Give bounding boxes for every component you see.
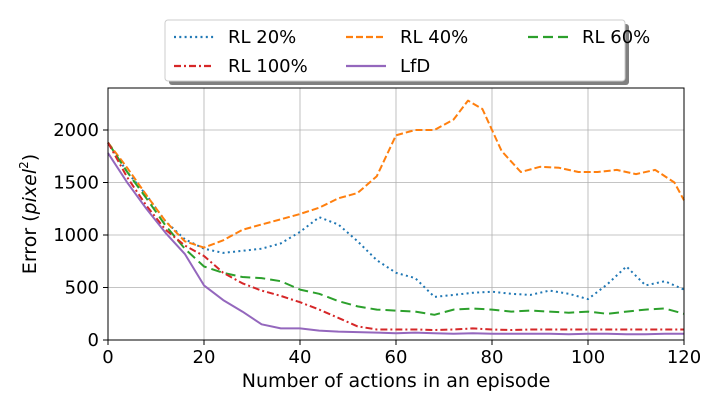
x-tick-label: 0: [102, 347, 113, 368]
legend-label: LfD: [400, 56, 430, 77]
x-tick-label: 60: [385, 347, 408, 368]
y-axis-label: Error (pixel2): [17, 154, 41, 274]
x-tick-label: 80: [481, 347, 504, 368]
axis-ticks: 0 20 40 60 80 100 120 0 500 1000 1500 2000: [53, 120, 701, 368]
y-tick-label: 1500: [53, 173, 99, 194]
legend: RL 20% RL 40% RL 60% RL 100% LfD: [164, 19, 650, 85]
series-line-rl-20: [107, 142, 685, 301]
y-tick-label: 2000: [53, 120, 99, 141]
x-tick-label: 120: [667, 347, 701, 368]
y-tick-label: 500: [65, 278, 99, 299]
series-line-lfd: [107, 152, 684, 336]
x-tick-label: 20: [193, 347, 216, 368]
series-line-rl-40: [107, 99, 685, 249]
series-line-rl-100: [107, 142, 684, 331]
legend-label: RL 20%: [228, 27, 296, 48]
legend-label: RL 40%: [400, 27, 468, 48]
x-tick-label: 40: [289, 347, 312, 368]
y-tick-label: 0: [88, 330, 99, 351]
series-line-rl-60: [107, 142, 685, 316]
grid: [107, 88, 685, 341]
series-lines: [107, 99, 685, 336]
legend-label: RL 60%: [582, 27, 650, 48]
legend-label: RL 100%: [228, 56, 308, 77]
legend-box: [164, 19, 626, 82]
x-axis-label: Number of actions in an episode: [242, 370, 551, 392]
x-tick-label: 100: [571, 347, 605, 368]
y-tick-label: 1000: [53, 225, 99, 246]
